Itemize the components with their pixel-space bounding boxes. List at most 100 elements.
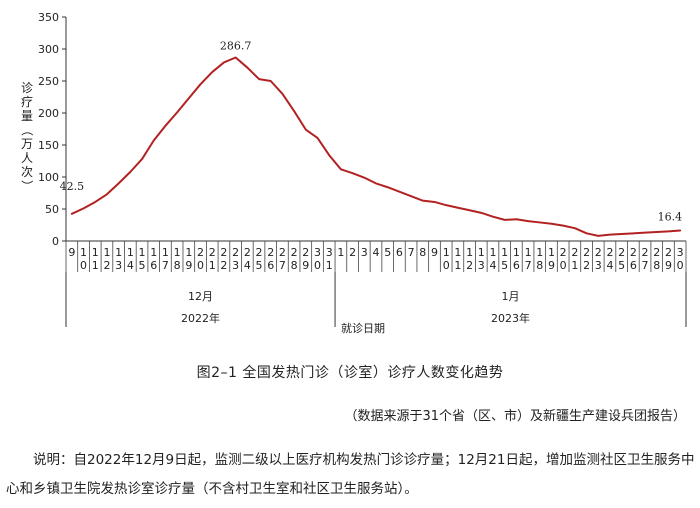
x-tick-label: 2 [571, 246, 578, 259]
x-tick-label: 2 [244, 246, 251, 259]
data-label: 286.7 [220, 40, 252, 53]
x-tick-label: 1 [80, 246, 87, 259]
x-tick-label: 2 [349, 246, 356, 259]
x-tick-label: 3 [326, 246, 333, 259]
x-tick-label: 2 [665, 246, 672, 259]
y-label-char: 疗 [21, 95, 33, 109]
y-label-char: 人 [21, 151, 33, 165]
y-tick-label: 300 [38, 43, 59, 56]
x-tick-label: 1 [525, 246, 532, 259]
x-tick-label: 2 [583, 259, 590, 272]
y-tick-label: 250 [38, 75, 59, 88]
y-axis-label: 诊疗量（万人次） [20, 81, 34, 192]
x-tick-label: 7 [408, 246, 415, 259]
y-tick-label: 150 [38, 139, 59, 152]
x-tick-label: 2 [256, 246, 263, 259]
y-label-char: 量 [21, 109, 33, 123]
x-tick-label: 5 [256, 259, 263, 272]
x-tick-label: 1 [92, 259, 99, 272]
x-tick-label: 1 [571, 259, 578, 272]
explanation-note: 说明：自2022年12月9日起，监测二级以上医疗机构发热门诊诊疗量；12月21日… [6, 452, 695, 497]
x-tick-label: 2 [630, 246, 637, 259]
x-tick-label: 6 [150, 259, 157, 272]
x-tick-label: 4 [244, 259, 251, 272]
x-tick-label: 1 [209, 259, 216, 272]
x-tick-label: 1 [454, 246, 461, 259]
y-label-char: 诊 [21, 81, 33, 95]
x-tick-label: 1 [326, 259, 333, 272]
x-tick-label: 9 [548, 259, 555, 272]
x-tick-label: 1 [139, 246, 146, 259]
x-tick-label: 2 [267, 246, 274, 259]
x-tick-label: 0 [80, 259, 87, 272]
x-tick-label: 7 [162, 259, 169, 272]
x-tick-label: 0 [314, 259, 321, 272]
x-tick-label: 9 [68, 246, 75, 259]
x-tick-label: 9 [185, 259, 192, 272]
y-tick-label: 50 [45, 203, 59, 216]
x-tick-label: 1 [501, 246, 508, 259]
x-tick-label: 1 [127, 246, 134, 259]
data-label: 16.4 [658, 211, 683, 224]
x-tick-label: 8 [653, 259, 660, 272]
x-tick-label: 2 [220, 246, 227, 259]
x-axis: 9 101112131415161718192021222324252627282… [65, 240, 687, 335]
x-tick-label: 7 [525, 259, 532, 272]
y-label-char: ） [20, 180, 34, 192]
x-tick-label: 4 [489, 259, 496, 272]
x-tick-label: 2 [197, 246, 204, 259]
source-note: （数据来源于31个省（区、市）及新疆生产建设兵团报告） [344, 409, 686, 424]
month-label: 1月 [502, 290, 520, 303]
x-tick-label: 1 [548, 246, 555, 259]
y-tick-label: 350 [38, 11, 59, 24]
x-tick-label: 2 [103, 259, 110, 272]
x-tick-label: 1 [92, 246, 99, 259]
x-tick-label: 6 [513, 259, 520, 272]
x-axis-label: 就诊日期 [341, 321, 385, 335]
figure-caption: 图2–1 全国发热门诊（诊室）诊疗人数变化趋势 [196, 365, 504, 381]
x-tick-label: 3 [115, 259, 122, 272]
x-tick-label: 4 [373, 246, 380, 259]
x-tick-label: 8 [174, 259, 181, 272]
x-tick-label: 0 [443, 259, 450, 272]
x-tick-label: 5 [501, 259, 508, 272]
x-tick-label: 1 [337, 246, 344, 259]
y-tick-label: 100 [38, 171, 59, 184]
x-tick-label: 0 [560, 259, 567, 272]
x-tick-label: 1 [443, 246, 450, 259]
x-tick-label: 2 [466, 259, 473, 272]
x-tick-label: 7 [279, 259, 286, 272]
x-tick-label: 5 [384, 246, 391, 259]
x-tick-label: 8 [536, 259, 543, 272]
x-tick-label: 2 [220, 259, 227, 272]
y-tick-label: 200 [38, 107, 59, 120]
x-tick-label: 2 [291, 246, 298, 259]
x-tick-label: 2 [302, 246, 309, 259]
x-tick-label: 0 [677, 259, 684, 272]
x-tick-label: 1 [174, 246, 181, 259]
year-label: 2022年 [181, 311, 220, 325]
annotations-group: 42.5 286.7 16.4 [60, 40, 683, 224]
x-tick-label: 4 [127, 259, 134, 272]
x-tick-label: 6 [267, 259, 274, 272]
x-tick-label: 9 [665, 259, 672, 272]
y-axis: 0 50 100 150 200 250 300 350 [38, 11, 67, 248]
y-label-char: （ [20, 124, 34, 136]
y-label-char: 万 [21, 137, 33, 151]
x-tick-label: 3 [478, 259, 485, 272]
x-tick-label: 6 [630, 259, 637, 272]
month-label: 12月 [188, 290, 213, 303]
data-label: 42.5 [60, 180, 85, 193]
x-tick-label: 1 [185, 246, 192, 259]
x-tick-label: 2 [595, 246, 602, 259]
x-tick-label: 0 [197, 259, 204, 272]
x-tick-label: 1 [513, 246, 520, 259]
x-tick-label: 1 [162, 246, 169, 259]
x-tick-label: 8 [419, 246, 426, 259]
x-tick-label: 2 [560, 246, 567, 259]
x-tick-label: 9 [302, 259, 309, 272]
series-line [70, 56, 682, 237]
x-tick-label: 8 [291, 259, 298, 272]
x-tick-label: 5 [139, 259, 146, 272]
